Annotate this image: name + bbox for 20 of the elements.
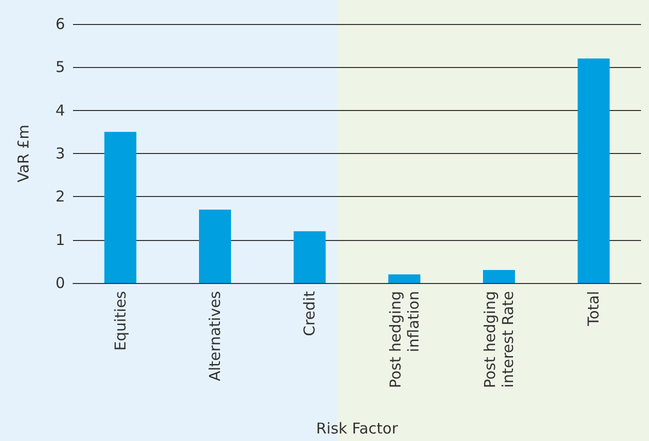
x-tick-label: Post hedging inflation (386, 291, 422, 388)
x-axis-title: Risk Factor (316, 420, 399, 438)
y-tick-label: 0 (55, 274, 65, 292)
x-tick-label: Credit (300, 290, 319, 336)
bar (199, 210, 231, 283)
y-tick-label: 5 (55, 58, 65, 76)
bar (578, 58, 610, 283)
y-tick-label: 2 (55, 188, 65, 206)
bar (483, 270, 515, 283)
x-tick-label: Alternatives (206, 290, 224, 382)
bar (388, 274, 420, 283)
x-tick-label: Total (584, 291, 603, 328)
bar (294, 231, 326, 283)
y-tick-label: 1 (55, 230, 65, 249)
y-axis-title: VaR £m (14, 124, 32, 182)
bar (104, 132, 136, 283)
y-tick-label: 4 (55, 101, 65, 120)
y-tick-label: 6 (55, 15, 65, 33)
y-tick-label: 3 (55, 144, 65, 162)
x-tick-label: Equities (111, 290, 130, 351)
